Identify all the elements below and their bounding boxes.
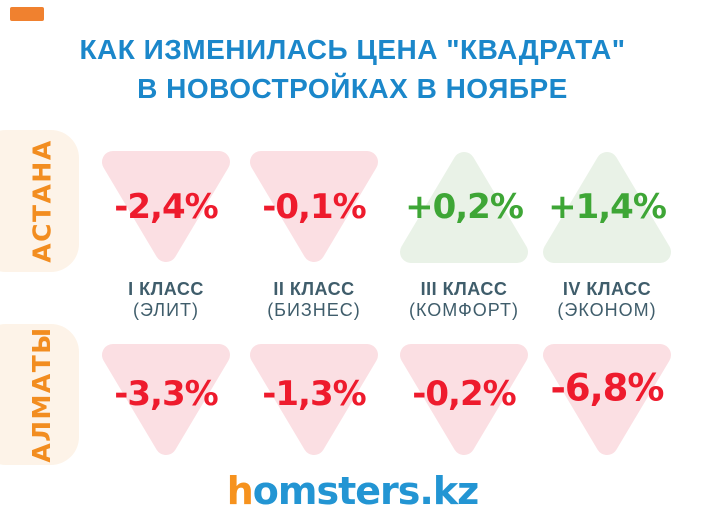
triangle-down-icon bbox=[102, 344, 230, 455]
change-astana-class-4: +1,4% bbox=[532, 146, 682, 268]
logo-accent-letter: h bbox=[226, 469, 254, 513]
triangle-down-icon bbox=[543, 344, 671, 455]
triangle-up-icon bbox=[543, 152, 671, 263]
percent-change-value: -6,8% bbox=[550, 366, 665, 410]
category-label-class-3: III КЛАСС (КОМФОРТ) bbox=[389, 279, 539, 321]
title-line-1: КАК ИЗМЕНИЛАСЬ ЦЕНА "КВАДРАТА" bbox=[79, 34, 626, 65]
change-astana-class-2: -0,1% bbox=[239, 146, 389, 268]
triangle-down-icon bbox=[400, 344, 528, 455]
change-almaty-class-1: -3,3% bbox=[91, 339, 241, 461]
category-label-class-4: IV КЛАСС (ЭКОНОМ) bbox=[532, 279, 682, 321]
class-number-label: IV КЛАСС bbox=[562, 279, 652, 299]
triangle-down-icon bbox=[102, 151, 230, 262]
triangle-up-icon bbox=[400, 152, 528, 263]
change-astana-class-1: -2,4% bbox=[91, 146, 241, 268]
percent-change-value: -0,1% bbox=[262, 187, 366, 227]
percent-change-value: -0,2% bbox=[412, 374, 516, 414]
corner-accent-mark bbox=[10, 7, 44, 21]
logo-rest-text: omsters.kz bbox=[252, 469, 479, 513]
row-label-almaty: АЛМАТЫ bbox=[0, 324, 79, 465]
percent-change-value: +0,2% bbox=[405, 187, 524, 227]
change-almaty-class-4: -6,8% bbox=[532, 339, 682, 461]
class-type-label: (ЭЛИТ) bbox=[132, 300, 200, 320]
category-label-class-2: II КЛАСС (БИЗНЕС) bbox=[239, 279, 389, 321]
change-almaty-class-2: -1,3% bbox=[239, 339, 389, 461]
class-type-label: (БИЗНЕС) bbox=[267, 300, 361, 320]
percent-change-value: -3,3% bbox=[114, 374, 218, 414]
triangle-down-icon bbox=[250, 151, 378, 262]
change-astana-class-3: +0,2% bbox=[389, 146, 539, 268]
class-number-label: II КЛАСС bbox=[273, 279, 355, 299]
percent-change-value: -2,4% bbox=[114, 187, 218, 227]
triangle-down-icon bbox=[250, 344, 378, 455]
page-title: КАК ИЗМЕНИЛАСЬ ЦЕНА "КВАДРАТА" В НОВОСТР… bbox=[0, 30, 705, 108]
homsters-logo: homsters.kz bbox=[0, 469, 705, 513]
class-number-label: III КЛАСС bbox=[420, 279, 508, 299]
category-label-class-1: I КЛАСС (ЭЛИТ) bbox=[91, 279, 241, 321]
class-type-label: (ЭКОНОМ) bbox=[557, 300, 657, 320]
row-label-astana: АСТАНА bbox=[0, 130, 79, 272]
change-almaty-class-3: -0,2% bbox=[389, 339, 539, 461]
percent-change-value: +1,4% bbox=[548, 187, 667, 227]
class-type-label: (КОМФОРТ) bbox=[409, 300, 519, 320]
class-number-label: I КЛАСС bbox=[128, 279, 204, 299]
title-line-2: В НОВОСТРОЙКАХ В НОЯБРЕ bbox=[137, 73, 568, 104]
percent-change-value: -1,3% bbox=[262, 374, 366, 414]
